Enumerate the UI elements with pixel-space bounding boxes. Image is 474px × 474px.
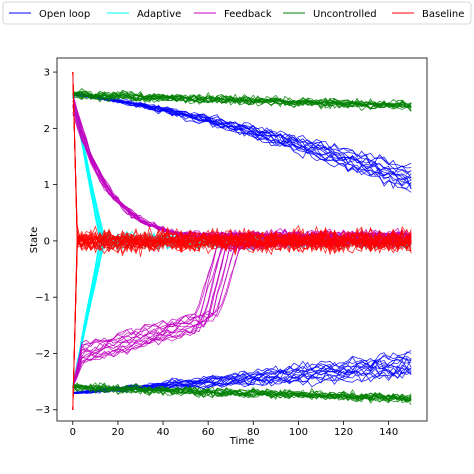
series-uncontrolled bbox=[72, 88, 412, 406]
feedback-trajectory-line bbox=[72, 237, 412, 388]
adaptive-trajectory-line bbox=[72, 233, 412, 389]
baseline-trajectory-line bbox=[72, 230, 412, 410]
x-tick-label: 80 bbox=[247, 427, 260, 438]
adaptive-trajectory-line bbox=[72, 95, 412, 250]
baseline-trajectory-line bbox=[72, 227, 412, 410]
baseline-trajectory-line bbox=[72, 225, 412, 410]
uncontrolled-trajectory-line bbox=[72, 384, 412, 403]
feedback-trajectory-line bbox=[72, 100, 412, 243]
open-loop-trajectory-line bbox=[72, 93, 412, 187]
baseline-trajectory-line bbox=[72, 231, 412, 410]
x-tick-label: 40 bbox=[157, 427, 170, 438]
adaptive-trajectory-line bbox=[72, 94, 412, 251]
legend-frame bbox=[2, 1, 472, 25]
y-tick-label: 2 bbox=[44, 124, 50, 135]
x-tick-label: 60 bbox=[202, 427, 215, 438]
open-loop-trajectory-line bbox=[72, 349, 412, 393]
adaptive-trajectory-line bbox=[72, 94, 412, 251]
open-loop-trajectory-line bbox=[72, 94, 412, 187]
open-loop-trajectory-line bbox=[72, 93, 412, 190]
adaptive-trajectory-line bbox=[72, 232, 412, 389]
feedback-trajectory-line bbox=[72, 237, 412, 388]
y-tick-label: 3 bbox=[44, 68, 50, 79]
y-tick-label: −2 bbox=[35, 349, 50, 360]
adaptive-trajectory-line bbox=[72, 234, 412, 389]
feedback-trajectory-line bbox=[72, 237, 412, 388]
adaptive-trajectory-line bbox=[72, 95, 412, 250]
feedback-trajectory-line bbox=[72, 235, 412, 388]
feedback-trajectory-line bbox=[72, 238, 412, 388]
feedback-trajectory-line bbox=[72, 235, 412, 388]
adaptive-trajectory-line bbox=[72, 95, 412, 250]
adaptive-trajectory-line bbox=[72, 233, 412, 386]
feedback-trajectory-line bbox=[72, 237, 412, 388]
feedback-trajectory-line bbox=[72, 236, 412, 388]
x-axis-label: Time bbox=[229, 436, 254, 447]
series-open-loop bbox=[72, 93, 412, 395]
adaptive-trajectory-line bbox=[72, 235, 412, 387]
plot-frame bbox=[56, 57, 428, 422]
x-tick-label: 20 bbox=[112, 427, 125, 438]
feedback-trajectory-line bbox=[72, 236, 412, 388]
adaptive-trajectory-line bbox=[72, 95, 412, 250]
uncontrolled-trajectory-line bbox=[72, 90, 412, 112]
adaptive-trajectory-line bbox=[72, 233, 412, 387]
legend-label-baseline: Baseline bbox=[422, 9, 464, 20]
uncontrolled-trajectory-line bbox=[72, 382, 412, 406]
uncontrolled-trajectory-line bbox=[72, 88, 412, 110]
adaptive-trajectory-line bbox=[72, 229, 412, 389]
y-axis-label: State bbox=[29, 227, 40, 253]
legend-label-uncontrolled: Uncontrolled bbox=[313, 9, 377, 20]
legend-label-open-loop: Open loop bbox=[39, 9, 90, 20]
x-tick-label: 140 bbox=[379, 427, 398, 438]
baseline-trajectory-line bbox=[72, 232, 412, 410]
feedback-trajectory-line bbox=[72, 237, 412, 388]
series-baseline bbox=[72, 72, 412, 410]
legend-label-adaptive: Adaptive bbox=[137, 9, 181, 20]
legend-label-feedback: Feedback bbox=[224, 9, 272, 20]
uncontrolled-trajectory-line bbox=[72, 382, 412, 403]
adaptive-trajectory-line bbox=[72, 232, 412, 385]
plot-area bbox=[72, 72, 412, 410]
feedback-trajectory-line bbox=[72, 238, 412, 388]
baseline-trajectory-line bbox=[72, 226, 412, 410]
uncontrolled-trajectory-line bbox=[72, 90, 412, 109]
y-tick-label: −1 bbox=[35, 293, 50, 304]
adaptive-trajectory-line bbox=[72, 93, 412, 250]
baseline-trajectory-line bbox=[72, 226, 412, 410]
legend: Open loop Adaptive Feedback Uncontrolled Bas… bbox=[2, 1, 472, 25]
axes: 0 20 40 60 80 100 120 140 −3 −2 −1 0 1 2 3 bbox=[35, 57, 428, 438]
x-tick-label: 100 bbox=[289, 427, 308, 438]
open-loop-trajectory-line bbox=[72, 354, 412, 394]
open-loop-trajectory-line bbox=[72, 93, 412, 168]
x-tick-label: 0 bbox=[70, 427, 76, 438]
adaptive-trajectory-line bbox=[72, 230, 412, 390]
feedback-trajectory-line bbox=[72, 238, 412, 388]
y-tick-label: 1 bbox=[44, 180, 50, 191]
x-tick-label: 120 bbox=[334, 427, 353, 438]
y-tick-label: 0 bbox=[44, 236, 50, 247]
feedback-trajectory-line bbox=[72, 236, 412, 388]
feedback-trajectory-line bbox=[72, 238, 412, 388]
adaptive-trajectory-line bbox=[72, 233, 412, 388]
feedback-trajectory-line bbox=[72, 235, 412, 388]
uncontrolled-trajectory-line bbox=[72, 92, 412, 108]
y-tick-label: −3 bbox=[35, 405, 50, 416]
open-loop-trajectory-line bbox=[72, 93, 412, 189]
adaptive-trajectory-line bbox=[72, 94, 412, 248]
open-loop-trajectory-line bbox=[72, 93, 412, 190]
